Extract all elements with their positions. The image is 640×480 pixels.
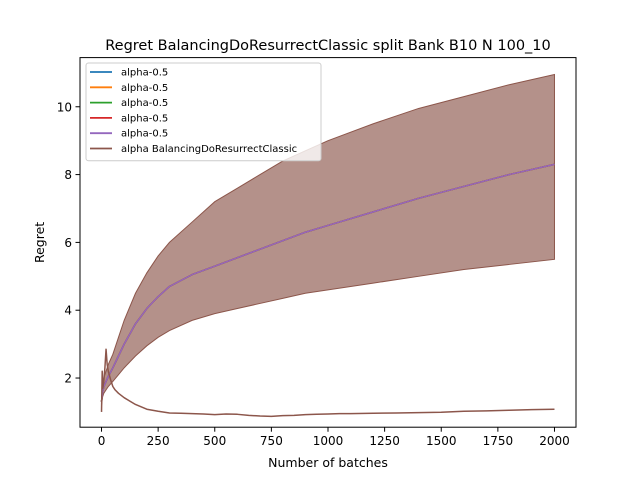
x-tick-label: 2000 bbox=[539, 434, 570, 448]
legend-label: alpha-0.5 bbox=[121, 83, 168, 94]
chart-title: Regret BalancingDoResurrectClassic split… bbox=[105, 38, 551, 54]
legend-label: alpha-0.5 bbox=[121, 98, 168, 109]
x-tick-label: 500 bbox=[203, 434, 226, 448]
x-tick-label: 750 bbox=[260, 434, 283, 448]
y-tick-label: 10 bbox=[57, 100, 72, 114]
y-axis-label: Regret bbox=[32, 222, 47, 263]
x-tick-label: 1500 bbox=[426, 434, 457, 448]
y-tick-label: 6 bbox=[64, 236, 72, 250]
series-line-5 bbox=[100, 163, 555, 402]
legend-label: alpha-0.5 bbox=[121, 68, 168, 79]
x-tick-label: 1750 bbox=[483, 434, 514, 448]
legend-label: alpha-0.5 bbox=[121, 129, 168, 140]
legend: alpha-0.5 alpha-0.5 alpha-0.5 alpha-0.5 alph… bbox=[85, 62, 322, 162]
y-tick-label: 8 bbox=[64, 168, 72, 182]
x-tick-label: 0 bbox=[98, 434, 106, 448]
legend-label: alpha-0.5 bbox=[121, 113, 168, 124]
x-tick-label: 1250 bbox=[369, 434, 400, 448]
confidence-band bbox=[101, 73, 555, 406]
y-tick-label: 2 bbox=[64, 372, 72, 386]
series-line-6 bbox=[100, 348, 555, 418]
legend-box bbox=[85, 62, 322, 162]
x-tick-label: 1000 bbox=[313, 434, 344, 448]
x-tick-label: 250 bbox=[147, 434, 170, 448]
x-axis-label: Number of batches bbox=[268, 455, 388, 470]
y-tick-label: 4 bbox=[64, 304, 72, 318]
legend-label: alpha BalancingDoResurrectClassic bbox=[121, 144, 297, 155]
